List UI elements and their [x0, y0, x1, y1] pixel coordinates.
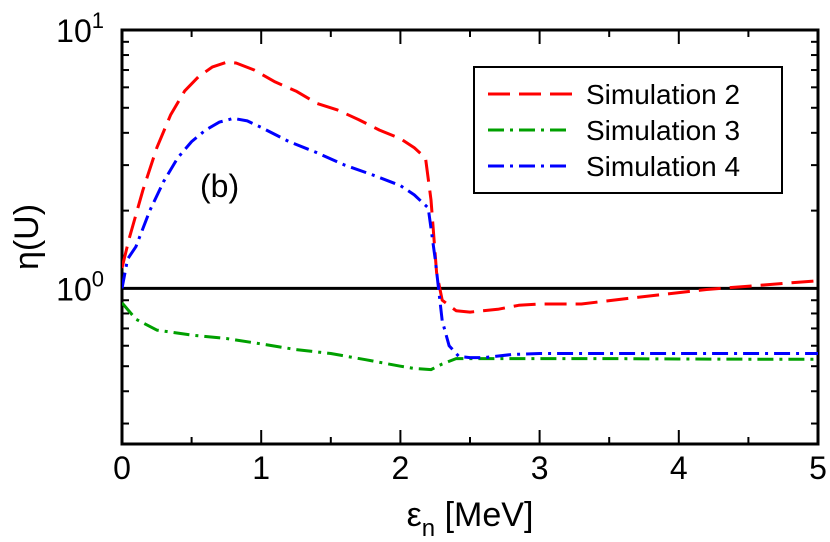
x-tick-label: 3	[531, 450, 549, 486]
x-axis-label-symbol: ε	[407, 496, 422, 534]
x-tick-labels: 0 1 2 3 4 5	[113, 450, 827, 486]
y-axis-label: η(U)	[8, 204, 46, 270]
series-lines	[122, 60, 818, 372]
x-axis-label: εn [MeV]	[407, 496, 534, 542]
x-tick-label: 0	[113, 450, 131, 486]
y-tick-label: 101	[56, 8, 104, 49]
x-axis-label-units: [MeV]	[435, 496, 533, 534]
y-tick-label: 100	[56, 266, 104, 307]
x-tick-label: 1	[252, 450, 270, 486]
y-tick-labels: 100 101	[56, 8, 104, 307]
x-tick-label: 4	[670, 450, 688, 486]
series-line-simulation-2	[122, 60, 818, 314]
legend-label-simulation-2: Simulation 2	[586, 79, 740, 110]
series-line-simulation-4	[122, 116, 818, 360]
legend: Simulation 2 Simulation 3 Simulation 4	[473, 66, 783, 194]
legend-label-simulation-4: Simulation 4	[586, 151, 740, 182]
x-axis-label-subscript: n	[422, 515, 435, 542]
x-tick-label: 5	[809, 450, 827, 486]
legend-label-simulation-3: Simulation 3	[586, 115, 740, 146]
series-line-simulation-3	[122, 301, 818, 372]
panel-annotation: (b)	[200, 168, 239, 204]
x-tick-label: 2	[392, 450, 410, 486]
